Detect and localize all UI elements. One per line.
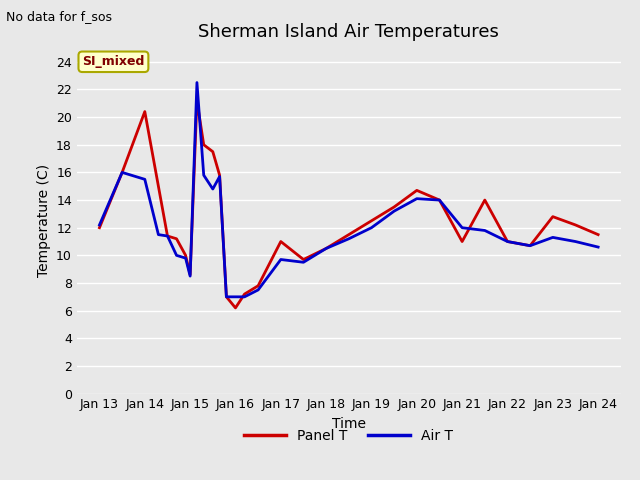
Air T	[182, 255, 189, 261]
Panel T	[118, 169, 126, 175]
Air T	[173, 252, 180, 258]
Panel T	[572, 222, 579, 228]
Air T	[458, 225, 466, 230]
Panel T	[323, 246, 330, 252]
Air T	[209, 186, 216, 192]
Air T	[277, 257, 285, 263]
Panel T	[200, 142, 207, 148]
Panel T	[232, 305, 239, 311]
Air T	[526, 243, 534, 249]
Panel T	[345, 232, 353, 238]
Panel T	[182, 252, 189, 258]
Air T	[164, 233, 172, 239]
Line: Air T: Air T	[99, 83, 598, 297]
Air T	[549, 235, 557, 240]
Line: Panel T: Panel T	[99, 100, 598, 308]
Air T	[572, 239, 579, 244]
Panel T	[549, 214, 557, 219]
Air T	[118, 169, 126, 175]
Panel T	[300, 257, 307, 263]
Panel T	[209, 149, 216, 155]
Air T	[367, 225, 375, 230]
Air T	[193, 80, 201, 85]
Panel T	[173, 236, 180, 241]
Y-axis label: Temperature (C): Temperature (C)	[36, 164, 51, 277]
Panel T	[95, 225, 103, 230]
Air T	[232, 294, 239, 300]
Air T	[223, 294, 230, 300]
Panel T	[413, 188, 420, 193]
Air T	[241, 294, 248, 300]
Panel T	[277, 239, 285, 244]
Panel T	[481, 197, 489, 203]
Title: Sherman Island Air Temperatures: Sherman Island Air Temperatures	[198, 23, 499, 41]
Panel T	[504, 239, 511, 244]
Panel T	[595, 232, 602, 238]
Air T	[504, 239, 511, 244]
Air T	[95, 222, 103, 228]
Panel T	[436, 197, 444, 203]
Air T	[436, 197, 444, 203]
Panel T	[526, 243, 534, 249]
Panel T	[390, 204, 398, 210]
Panel T	[254, 283, 262, 288]
Air T	[413, 196, 420, 202]
Panel T	[164, 233, 172, 239]
Panel T	[458, 239, 466, 244]
Air T	[155, 232, 163, 238]
Air T	[254, 287, 262, 293]
Air T	[481, 228, 489, 233]
Air T	[141, 177, 148, 182]
Panel T	[186, 272, 194, 277]
X-axis label: Time: Time	[332, 417, 366, 431]
Panel T	[367, 218, 375, 224]
Panel T	[193, 97, 201, 103]
Air T	[390, 208, 398, 214]
Air T	[186, 273, 194, 279]
Air T	[595, 244, 602, 250]
Panel T	[241, 291, 248, 297]
Air T	[323, 246, 330, 252]
Panel T	[141, 108, 148, 114]
Air T	[345, 236, 353, 241]
Text: No data for f_sos: No data for f_sos	[6, 10, 113, 23]
Panel T	[155, 183, 163, 189]
Air T	[200, 172, 207, 178]
Legend: Panel T, Air T: Panel T, Air T	[239, 424, 459, 449]
Text: SI_mixed: SI_mixed	[82, 55, 145, 68]
Air T	[300, 259, 307, 265]
Air T	[216, 174, 223, 180]
Panel T	[223, 294, 230, 300]
Panel T	[216, 172, 223, 178]
